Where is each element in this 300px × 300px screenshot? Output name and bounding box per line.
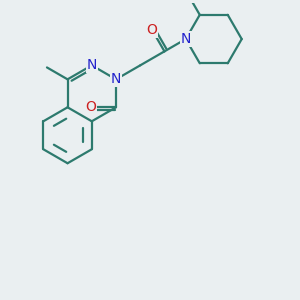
Text: N: N [87,58,97,72]
Text: N: N [111,72,121,86]
Text: N: N [181,32,191,46]
Text: O: O [147,23,158,37]
Text: O: O [85,100,96,114]
